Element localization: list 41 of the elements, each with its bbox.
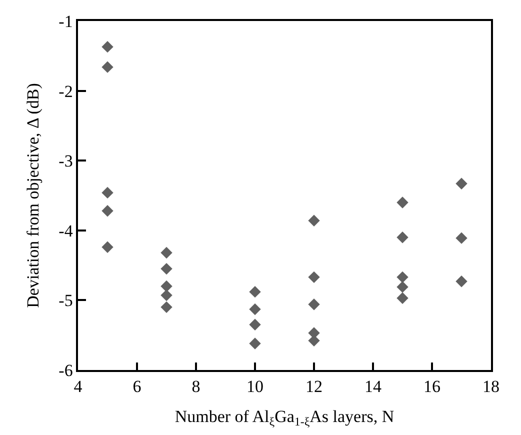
point	[396, 271, 408, 284]
y-tick-label: -1	[58, 12, 73, 31]
x-tick-label: 16	[424, 377, 440, 396]
y-tick-label: -3	[58, 152, 73, 171]
y-tick-label: -6	[58, 360, 73, 380]
point	[102, 205, 114, 217]
y-tick-label: -2	[58, 82, 73, 101]
point	[102, 40, 114, 53]
point	[308, 298, 320, 310]
point	[249, 286, 261, 298]
point	[396, 292, 408, 304]
x-tick-label: 10	[246, 377, 264, 396]
point	[308, 214, 320, 226]
point	[249, 338, 261, 350]
point	[249, 303, 261, 316]
x-tick-label: 8	[192, 377, 200, 396]
y-tick-label: -4	[58, 221, 74, 240]
point	[102, 186, 114, 199]
x-tick-label: 12	[306, 377, 322, 396]
point	[396, 196, 408, 208]
point	[456, 178, 468, 190]
point	[456, 276, 468, 288]
point	[396, 232, 408, 244]
point	[102, 61, 114, 73]
x-tick-label: 4	[74, 377, 83, 396]
point	[396, 281, 408, 293]
point	[160, 289, 172, 302]
x-tick-label: 6	[132, 377, 142, 396]
point	[308, 271, 320, 284]
point	[249, 318, 261, 330]
y-tick-label: -5	[58, 291, 73, 310]
x-tick-label: 18	[482, 377, 500, 396]
x-tick-label: 14	[364, 377, 382, 396]
point	[456, 232, 468, 244]
point	[160, 262, 172, 275]
point	[160, 280, 172, 292]
point	[102, 241, 114, 253]
point	[160, 246, 172, 259]
point	[160, 301, 172, 314]
y-axis-title: Deviation from objective, Δ (dB)	[24, 83, 43, 308]
x-axis-title: Number of Al$_{ξ}$Ga$_{1-ξ}$As layers, N	[174, 407, 394, 429]
